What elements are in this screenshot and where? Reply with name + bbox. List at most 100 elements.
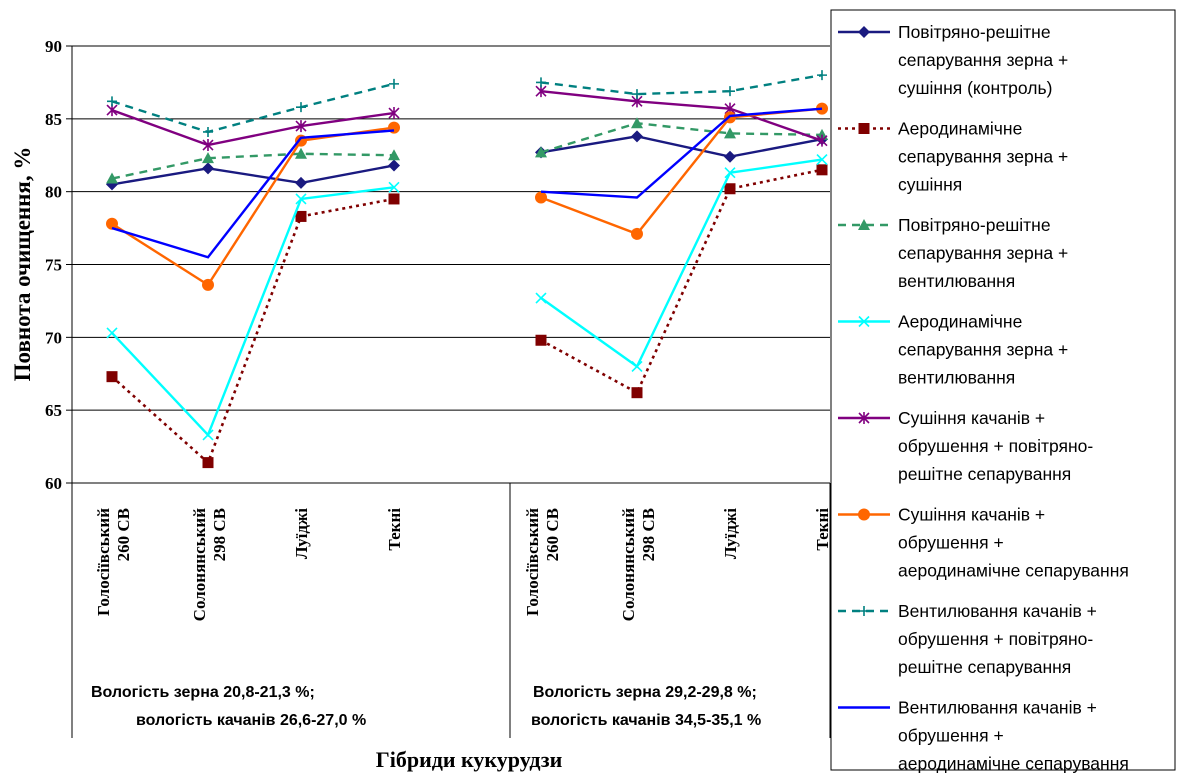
data-point-x — [295, 193, 307, 205]
series-line — [540, 168, 823, 395]
data-point-diamond — [858, 26, 870, 38]
legend-label: Сушіння качанів + — [898, 408, 1045, 428]
data-point-circle — [858, 508, 870, 521]
group-label: Вологість зерна 29,2-29,8 %; — [533, 684, 757, 701]
legend-label: вентилювання — [898, 368, 1015, 388]
legend-label: сепарування зерна + — [898, 243, 1068, 263]
data-point-plus — [725, 86, 735, 97]
data-point-triangle — [202, 152, 214, 164]
data-point-circle — [631, 227, 643, 240]
data-point-plus — [817, 70, 827, 81]
data-point-plus — [389, 78, 399, 89]
data-point-x — [631, 360, 643, 373]
legend-label: сушіння (контроль) — [898, 78, 1052, 98]
legend-label: Повітряно-решітне — [898, 215, 1051, 235]
data-point-square — [295, 210, 307, 222]
legend-label: Вентилювання качанів + — [898, 601, 1097, 621]
data-point-triangle — [295, 147, 307, 159]
legend-box — [830, 9, 1176, 771]
y-tick-label: 90 — [45, 37, 62, 56]
legend-label: Повітряно-решітне — [898, 22, 1051, 42]
data-point-square — [816, 164, 828, 176]
data-point-diamond — [295, 176, 307, 189]
legend-label: Аеродинамічне — [898, 312, 1022, 332]
category-label: Текні — [813, 508, 832, 551]
legend-label: Аеродинамічне — [898, 119, 1022, 139]
axis-labels: 60 65 70 75 80 85 90 Голосіївський 260 СВ Солонян… — [45, 37, 832, 729]
series-line — [111, 82, 395, 134]
data-point-triangle — [388, 149, 400, 161]
category-label: Солонянський — [619, 508, 638, 622]
legend-label: сепарування зерна + — [898, 340, 1068, 360]
category-label: Голосіївський — [94, 508, 113, 616]
y-tick-label: 65 — [45, 401, 62, 420]
data-point-square — [535, 334, 547, 346]
legend-label: обрушення + — [898, 726, 1004, 746]
data-point-x — [106, 327, 118, 339]
category-label: Текні — [385, 508, 404, 551]
legend: Повітряно-решітне сепарування зерна + суші… — [830, 9, 1176, 774]
y-tick-label: 80 — [45, 183, 62, 202]
data-point-x — [724, 167, 736, 179]
category-label-line2: 298 СВ — [210, 508, 229, 561]
y-tick-label: 70 — [45, 328, 62, 347]
data-point-x — [535, 292, 547, 304]
data-point-diamond — [388, 159, 400, 172]
data-point-triangle — [535, 146, 547, 158]
y-tick-label: 75 — [45, 256, 62, 275]
y-axis-title: Повнота очищення, % — [10, 147, 35, 382]
y-tick-label: 85 — [45, 110, 62, 129]
legend-label: обрушення + — [898, 533, 1004, 553]
data-point-diamond — [724, 150, 736, 163]
x-axis-title: Гібриди кукурудзи — [376, 747, 563, 772]
data-point-x — [388, 181, 400, 193]
legend-label: решітне сепарування — [898, 657, 1071, 677]
data-point-triangle — [631, 117, 643, 129]
legend-label: сепарування зерна + — [898, 50, 1068, 70]
data-point-triangle — [106, 172, 118, 184]
group-label: Вологість зерна 20,8-21,3 %; — [91, 684, 315, 701]
data-point-circle — [106, 217, 118, 230]
axes — [66, 45, 831, 738]
category-label: Солонянський — [190, 508, 209, 622]
legend-label: аеродинамічне сепарування — [898, 561, 1129, 581]
data-point-x — [858, 315, 870, 328]
data-point-star — [388, 107, 400, 120]
data-point-plus — [107, 96, 117, 107]
y-tick-label: 60 — [45, 474, 62, 493]
legend-label: Вентилювання качанів + — [898, 698, 1097, 718]
data-point-square — [388, 193, 400, 205]
series-line — [540, 158, 823, 369]
series-line — [540, 107, 823, 199]
data-point-diamond — [202, 162, 214, 175]
data-point-plus — [632, 89, 642, 100]
series-line — [111, 152, 395, 180]
data-point-square — [858, 123, 870, 134]
legend-label: сепарування зерна + — [898, 147, 1068, 167]
data-point-x — [202, 429, 214, 441]
series-line — [540, 135, 823, 158]
series-line — [111, 164, 395, 186]
data-point-plus — [859, 606, 869, 616]
data-point-plus — [536, 77, 546, 88]
category-label-line2: 260 СВ — [114, 508, 133, 561]
data-point-square — [724, 183, 736, 195]
data-point-square — [106, 371, 118, 383]
series-line — [540, 121, 823, 154]
data-point-star — [816, 134, 828, 147]
category-label: Луїджі — [292, 508, 311, 559]
category-label: Луїджі — [721, 508, 740, 559]
data-point-plus — [296, 102, 306, 113]
legend-label: аеродинамічне сепарування — [898, 754, 1129, 774]
data-point-circle — [202, 278, 214, 291]
data-point-triangle — [724, 127, 736, 139]
category-label-line2: 298 СВ — [639, 508, 658, 561]
legend-label: Сушіння качанів + — [898, 505, 1045, 525]
data-point-triangle — [858, 219, 870, 230]
legend-label: вентилювання — [898, 271, 1015, 291]
series-line — [540, 73, 823, 96]
series-line — [540, 89, 823, 142]
series-line — [111, 197, 395, 465]
data-point-plus — [203, 126, 213, 137]
